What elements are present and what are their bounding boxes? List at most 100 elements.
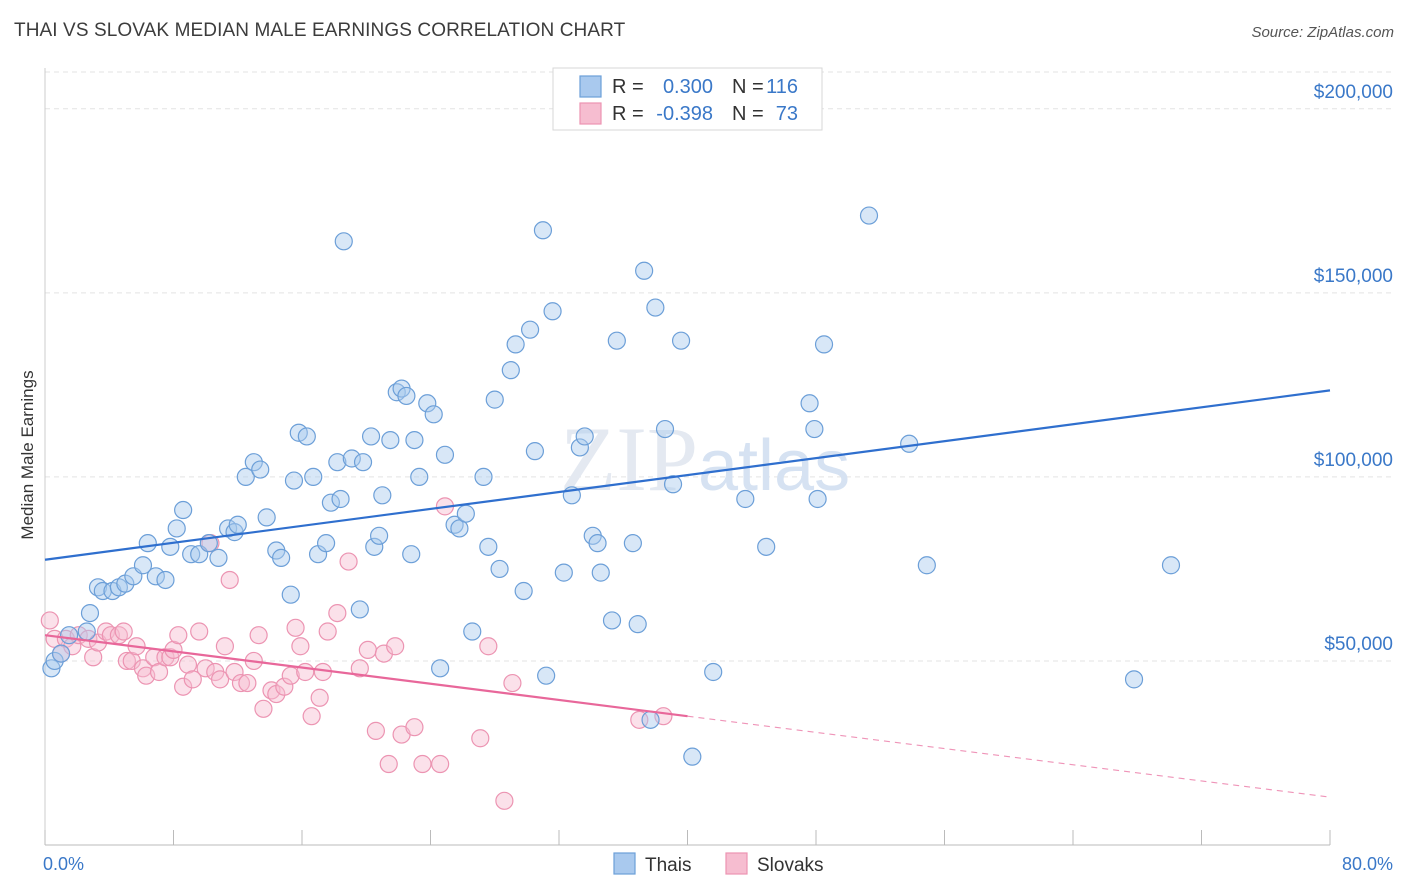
thais-point [316,534,336,553]
legend-r-value-slovaks: -0.398 [656,103,713,125]
grid-lines [45,71,1395,662]
slovaks-point [210,670,230,689]
thais-point [570,438,589,457]
slovaks-point [220,570,239,590]
thais-point [431,659,450,678]
y-tick-label-1: $100,000 [1314,450,1393,471]
bottom-legend-label-slovaks: Slovaks [757,855,824,876]
slovaks-points [40,497,673,810]
thais-point [607,331,626,350]
thais-point [284,471,304,490]
axes [44,68,1331,846]
thais-point [490,559,509,579]
thais-point [736,489,755,509]
trend-lines [44,389,1331,798]
thais-point [80,603,100,623]
thais-point [350,600,369,619]
thais-point [272,548,291,567]
thais-point [146,567,165,586]
slovaks-point [379,754,398,774]
thais-point [533,221,553,240]
legend-swatch-thais [579,75,602,98]
thais-trend-line [44,389,1331,561]
thais-point [1124,670,1144,689]
thais-point [77,622,96,641]
thais-point [251,460,270,479]
thais-point [917,556,936,575]
thais-point [485,390,504,409]
thais-point [683,747,702,766]
slovaks-point [350,659,369,678]
thais-point [757,537,776,556]
bottom-legend-swatch-thais [613,852,636,875]
source-label: Source: ZipAtlas.com [1251,24,1394,41]
slovaks-point [296,662,315,682]
slovaks-point [238,673,257,693]
slovaks-point [302,707,321,726]
thais-point [373,486,392,505]
slovaks-point [231,673,251,693]
legend-r-value-thais: 0.300 [663,76,713,98]
thais-point [514,581,533,601]
thais-point [51,644,71,663]
slovaks-point [190,622,209,641]
thais-point [554,563,573,582]
slovaks-point [318,622,337,641]
slovaks-point [225,662,244,682]
thais-point [405,430,424,450]
legend-n-label-slovaks: N = [732,103,764,125]
thais-point [397,386,416,406]
slovaks-point [84,648,103,667]
slovaks-point [471,729,490,748]
slovaks-point [174,677,193,696]
slovaks-point [254,699,273,718]
thais-point [525,442,545,461]
thais-point [45,651,64,671]
thais-point [808,489,827,509]
thais-point [474,467,493,487]
slovaks-point [431,754,450,774]
thais-point [655,419,675,439]
slovaks-point [122,651,141,671]
bottom-legend-swatch-slovaks [725,852,748,875]
chart-title: THAI VS SLOVAK MEDIAN MALE EARNINGS CORR… [14,20,626,41]
y-tick-label-2: $150,000 [1314,266,1393,287]
thais-point [671,331,691,350]
thais-point [635,261,654,280]
thais-point [328,453,347,472]
thais-point [506,335,525,354]
thais-point [334,232,353,251]
thais-point [814,335,834,354]
x-tick-label-0: 0.0% [43,854,84,874]
legend-n-value-slovaks: 73 [776,103,798,125]
slovaks-point [366,721,385,740]
y-axis-label: Median Male Earnings [18,370,37,539]
thais-point [479,537,498,556]
thais-point [370,526,389,545]
legend-r-label-thais: R = [612,76,644,98]
thais-point [228,515,247,534]
slovaks-point [386,637,405,656]
thais-point [331,489,350,509]
thais-point [156,570,175,590]
thais-point [236,467,255,487]
thais-point [900,434,919,453]
slovaks-point [503,673,522,693]
slovaks-point [286,618,305,637]
thais-point [805,419,824,439]
thais-points [42,206,1181,766]
thais-point [138,534,157,553]
slovaks-point [358,640,377,660]
slovaks-point [169,626,188,645]
slovaks-point [495,791,514,810]
legend-n-value-thais: 116 [766,76,798,98]
thais-point [304,467,323,487]
slovaks-point [215,637,234,656]
thais-point [209,548,228,567]
slovaks-trend-extension [687,715,1331,798]
slovaks-point [339,552,358,571]
slovaks-point [374,644,394,663]
thais-point [361,427,381,446]
thais-point [646,298,665,317]
